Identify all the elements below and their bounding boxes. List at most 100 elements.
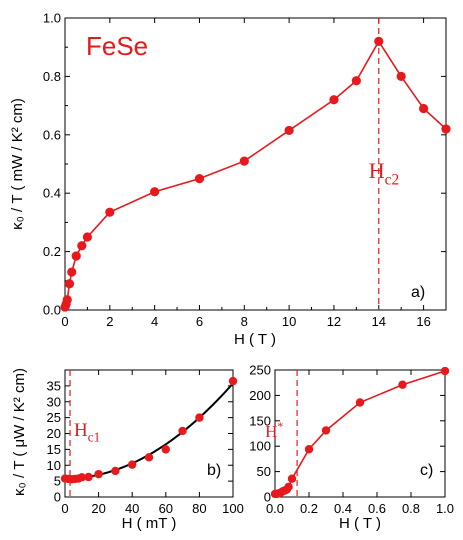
panel-a-annotation: Hc2 xyxy=(369,18,399,310)
y-tick-label: 100 xyxy=(249,439,271,454)
data-point xyxy=(67,267,77,277)
data-point xyxy=(84,472,93,482)
critical-field-label-sub: c2 xyxy=(385,172,400,189)
data-point xyxy=(418,103,429,114)
data-point xyxy=(374,36,384,46)
y-tick-label: 200 xyxy=(249,388,271,403)
y-tick-label: 25 xyxy=(47,410,61,425)
data-point xyxy=(355,398,365,407)
panel-a-frame xyxy=(64,17,447,311)
y-tick-label: 15 xyxy=(47,442,61,457)
panel-c-annotation: H* xyxy=(265,370,298,497)
y-tick-label: 0.4 xyxy=(43,186,61,201)
y-tick-label: 0.8 xyxy=(43,69,61,84)
y-tick-label: 30 xyxy=(47,394,61,409)
panel-c-xlabel: H ( T ) xyxy=(339,515,381,532)
data-point xyxy=(239,156,249,166)
data-point xyxy=(105,207,115,217)
data-point xyxy=(441,124,451,134)
data-point xyxy=(161,445,170,454)
y-tick-label: 0.0 xyxy=(43,303,61,318)
data-point xyxy=(284,482,293,492)
y-tick-label: 10 xyxy=(47,458,61,473)
data-point xyxy=(284,125,294,136)
y-tick-label: 0.2 xyxy=(43,244,61,259)
x-tick-label: 0.2 xyxy=(300,501,318,516)
data-point xyxy=(304,445,314,454)
critical-field-label-main: H xyxy=(265,422,277,441)
y-tick-label: 50 xyxy=(257,464,271,479)
panel-a: 0 2 4 6 8 10 12 14 16 0.0 0.2 0.4 0.6 0.8 1.0 Hc2 FeSe… xyxy=(9,11,451,348)
x-tick-label: 80 xyxy=(192,501,206,516)
data-point xyxy=(82,232,93,242)
data-point xyxy=(77,241,87,251)
x-tick-label: 16 xyxy=(416,314,430,329)
data-point xyxy=(351,76,361,86)
x-tick-label: 1.0 xyxy=(436,501,454,516)
data-point xyxy=(329,95,339,105)
data-point xyxy=(321,426,331,435)
critical-field-label: Hc1 xyxy=(74,420,100,445)
critical-field-label-sub: c1 xyxy=(88,430,101,445)
data-point xyxy=(64,279,75,289)
y-tick-label: 35 xyxy=(47,378,61,393)
panel-b-data xyxy=(60,376,238,484)
x-tick-label: 60 xyxy=(159,501,173,516)
x-tick-label: 0 xyxy=(61,501,68,516)
x-tick-label: 6 xyxy=(196,314,203,329)
x-tick-label: 12 xyxy=(327,314,341,329)
data-point xyxy=(440,366,450,376)
x-tick-label: 0.6 xyxy=(368,501,386,516)
x-tick-label: 4 xyxy=(151,314,158,329)
y-tick-label: 0.6 xyxy=(43,127,61,142)
x-tick-label: 40 xyxy=(125,501,139,516)
x-tick-label: 2 xyxy=(106,314,113,329)
data-point xyxy=(94,469,103,479)
y-tick-label: 0 xyxy=(264,490,271,505)
panel-b-xlabel: H ( mT ) xyxy=(122,515,177,532)
x-tick-label: 10 xyxy=(282,314,296,329)
data-point xyxy=(77,473,87,482)
data-point xyxy=(128,460,137,469)
panel-a-xlabel: H ( T ) xyxy=(234,331,276,348)
data-point xyxy=(150,187,160,197)
y-tick-label: 250 xyxy=(249,363,271,378)
panel-c-frame xyxy=(274,369,446,498)
data-point xyxy=(398,380,407,389)
x-tick-label: 0.4 xyxy=(334,501,352,516)
x-tick-label: 8 xyxy=(241,314,248,329)
data-point xyxy=(62,295,72,305)
panel-c-label: c) xyxy=(420,462,433,479)
y-tick-label: 0 xyxy=(54,490,61,505)
data-point xyxy=(396,71,406,81)
data-point xyxy=(195,413,204,422)
panel-b-label: b) xyxy=(207,462,221,479)
data-point xyxy=(111,466,120,476)
panel-a-ticks: 0 2 4 6 8 10 12 14 16 0.0 0.2 0.4 0.6 0.8 1.0 xyxy=(43,11,446,329)
panel-a-label: a) xyxy=(411,284,425,301)
critical-field-label-sup: * xyxy=(277,419,283,433)
x-tick-label: 20 xyxy=(91,501,105,516)
y-tick-label: 5 xyxy=(54,474,61,489)
panel-c-data xyxy=(270,366,450,499)
x-tick-label: 14 xyxy=(372,314,386,329)
critical-field-label: Hc2 xyxy=(369,158,399,189)
x-tick-label: 0.8 xyxy=(402,501,420,516)
critical-field-label-main: H xyxy=(369,158,385,183)
x-tick-label: 100 xyxy=(222,501,244,516)
data-point xyxy=(71,251,81,261)
panel-a-data xyxy=(60,36,451,312)
material-label: FeSe xyxy=(86,31,148,61)
y-tick-label: 20 xyxy=(47,426,61,441)
data-point xyxy=(178,426,187,436)
x-tick-label: 0 xyxy=(61,314,68,329)
data-point xyxy=(287,474,297,483)
data-point xyxy=(228,376,238,386)
panel-b-ylabel: κ₀ / T ( μW / K² cm) xyxy=(11,368,28,496)
data-point xyxy=(144,453,154,462)
y-tick-label: 1.0 xyxy=(43,11,61,26)
